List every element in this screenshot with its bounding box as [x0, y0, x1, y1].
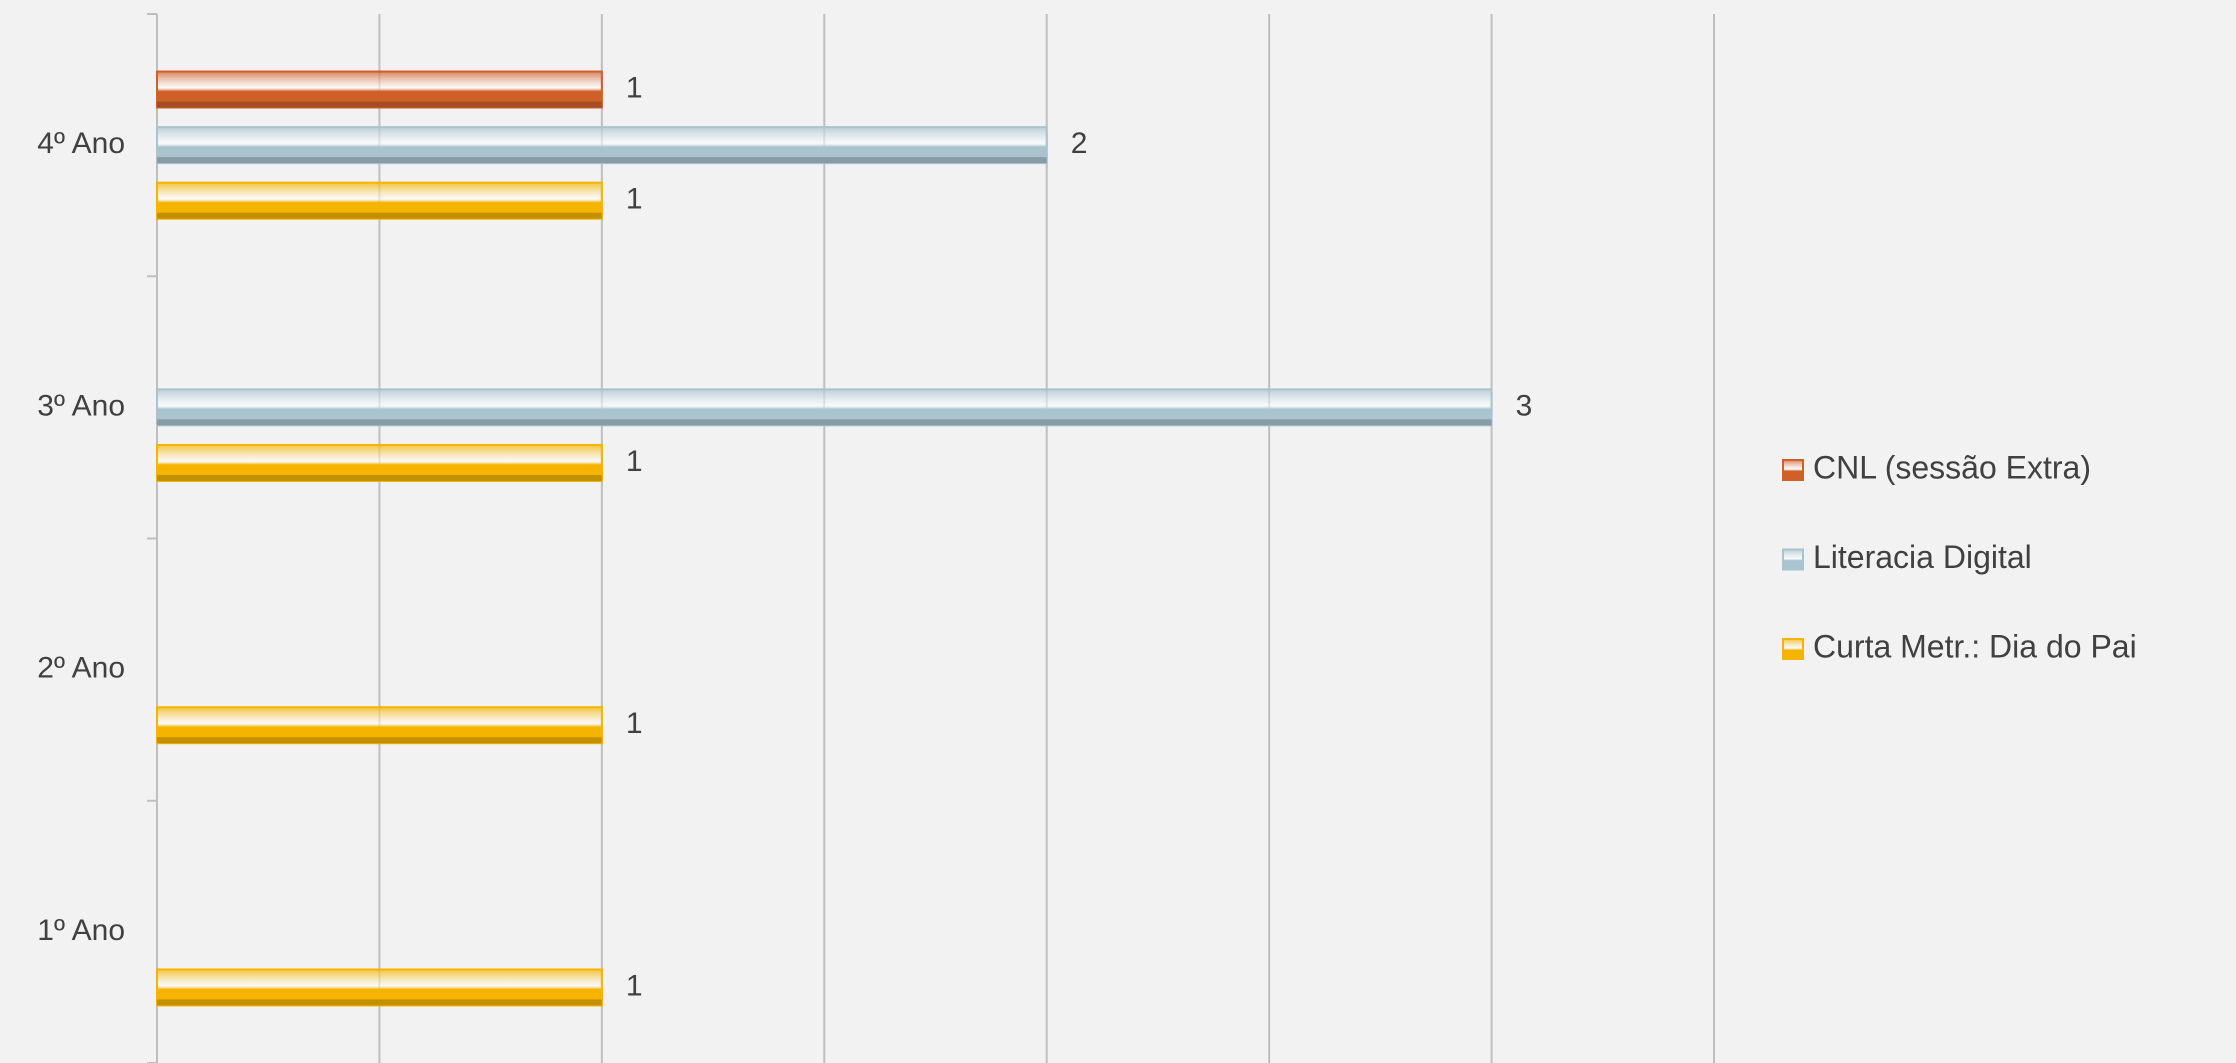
bar-shade [157, 737, 602, 744]
bar-shade [157, 157, 1047, 164]
legend-label: CNL (sessão Extra) [1813, 449, 2091, 485]
y-tick-label: 1º Ano [37, 914, 125, 947]
data-label: 1 [626, 71, 643, 104]
data-label: 1 [626, 445, 643, 478]
bar-shade [157, 419, 1492, 426]
data-label: 1 [626, 707, 643, 740]
y-tick-label: 3º Ano [37, 389, 125, 422]
y-tick-label: 2º Ano [37, 652, 125, 685]
data-label: 3 [1516, 389, 1533, 422]
legend-marker [1782, 459, 1804, 481]
legend-marker [1782, 548, 1804, 571]
bar [156, 443, 603, 482]
bar [156, 388, 1493, 427]
bar [156, 126, 1048, 165]
legend-label: Curta Metr.: Dia do Pai [1813, 628, 2137, 664]
bar [156, 706, 603, 745]
data-label: 1 [626, 969, 643, 1002]
bar-shade [157, 474, 602, 481]
legend-marker [1782, 638, 1804, 660]
bar [156, 70, 603, 109]
bar-shade [157, 999, 602, 1006]
bar-shade [157, 101, 602, 108]
data-label: 1 [626, 183, 643, 216]
bar [156, 968, 603, 1007]
bar [156, 181, 603, 220]
legend-label: Literacia Digital [1813, 539, 2032, 575]
bar-shade [157, 212, 602, 219]
data-label: 2 [1071, 127, 1088, 160]
y-tick-label: 4º Ano [37, 127, 125, 160]
